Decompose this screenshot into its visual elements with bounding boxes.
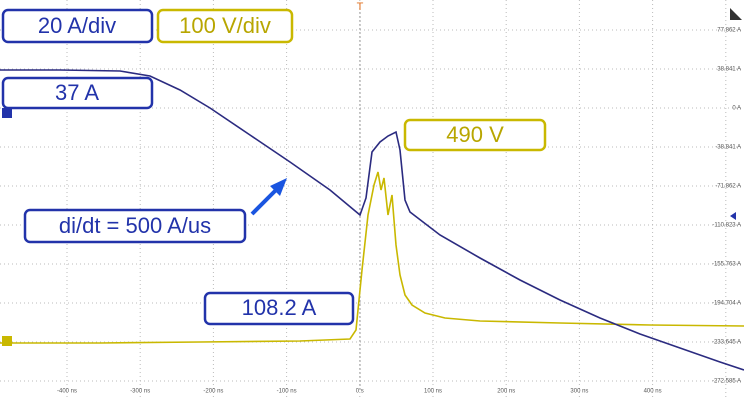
right-axis-label: -38.841 A (715, 145, 741, 151)
trigger-marker: T (357, 1, 364, 13)
arrow-shaft (250, 186, 280, 216)
voltage-trace (0, 171, 744, 344)
time-axis-label: 200 ns (497, 389, 515, 395)
ch2-marker (2, 336, 12, 346)
current-trace (0, 69, 744, 371)
ch1-marker (2, 108, 12, 118)
voltage-scale: 100 V/div (179, 13, 271, 38)
time-axis-label: -400 ns (57, 389, 77, 395)
start-current: 37 A (55, 80, 99, 105)
time-axis-label: -100 ns (277, 389, 297, 395)
peak-voltage-box (403, 118, 547, 152)
arrow-head (270, 178, 287, 196)
time-axis-label: 100 ns (424, 389, 442, 395)
right-axis-label: 38.841 A (717, 67, 741, 73)
time-axis-label: 0 s (356, 389, 364, 395)
peak-voltage: 490 V (446, 122, 504, 147)
right-axis-label: -233.645 A (712, 340, 741, 346)
right-axis-label: -155.763 A (712, 262, 741, 268)
slope-box (23, 208, 247, 244)
time-axis-label: 300 ns (570, 389, 588, 395)
right-axis-label: -110.823 A (712, 223, 741, 229)
right-axis-label: 77.862 A (717, 28, 741, 34)
right-axis-label: -272.585 A (712, 379, 741, 385)
ref-marker (730, 212, 736, 220)
current-scale-box (1, 8, 154, 44)
voltage-scale-box (156, 8, 294, 44)
peak-current-box (203, 291, 355, 326)
time-axis-label: -300 ns (130, 389, 150, 395)
start-current-box (1, 76, 154, 110)
slope: di/dt = 500 A/us (59, 213, 211, 238)
current-scale: 20 A/div (38, 13, 116, 38)
right-axis-label: -194.704 A (712, 301, 741, 307)
time-axis-label: -200 ns (203, 389, 223, 395)
corner-marker (730, 8, 742, 20)
peak-current: 108.2 A (242, 295, 317, 320)
time-axis-label: 400 ns (644, 389, 662, 395)
right-axis-label: 0 A (732, 106, 741, 112)
right-axis-label: -71.862 A (715, 184, 741, 190)
